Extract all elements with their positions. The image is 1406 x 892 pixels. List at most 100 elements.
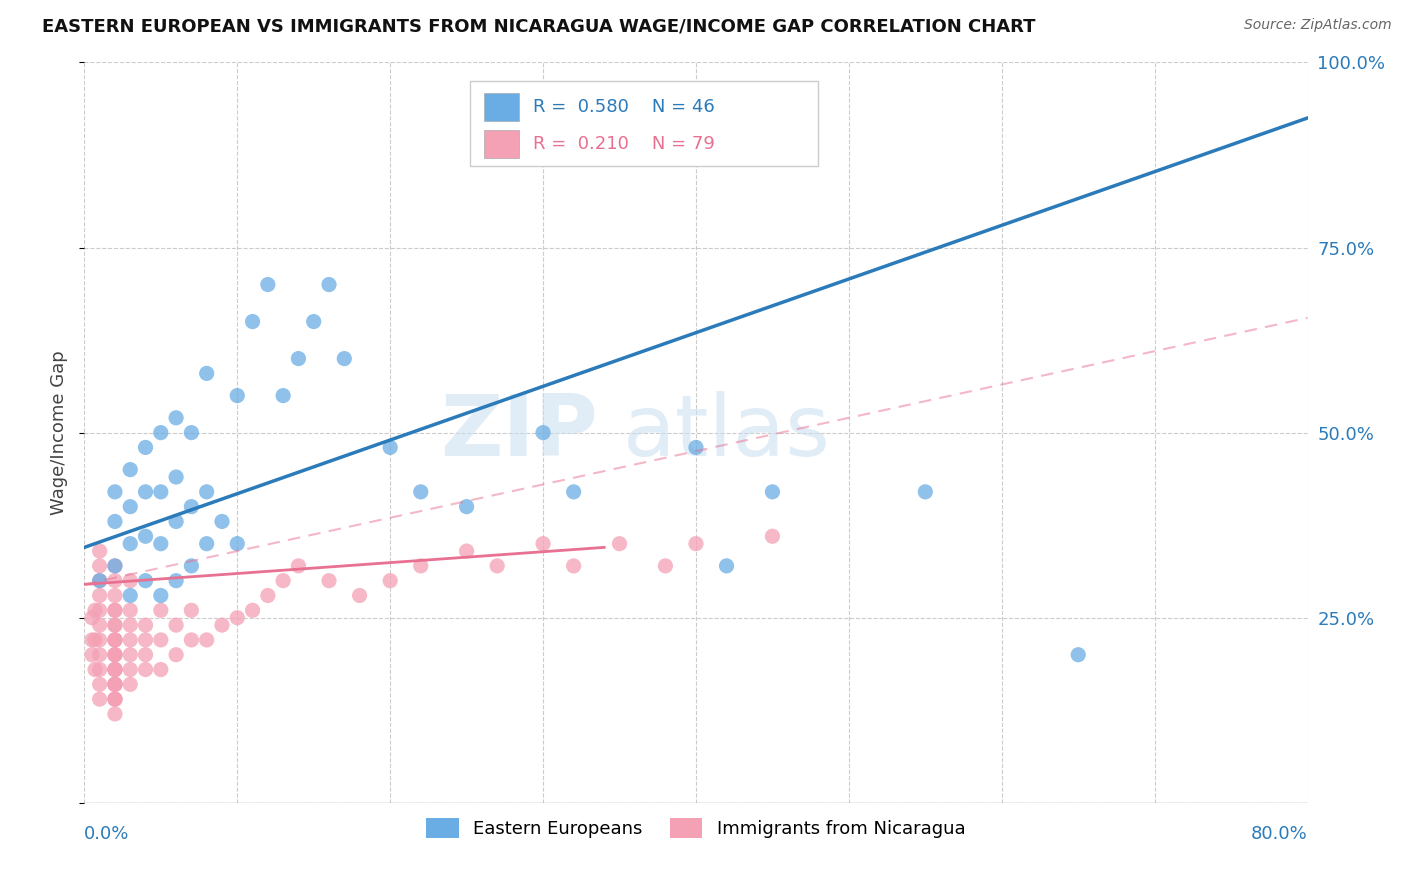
Point — [761, 529, 783, 543]
Point — [149, 589, 172, 603]
Text: R =  0.210    N = 79: R = 0.210 N = 79 — [533, 135, 716, 153]
Point — [84, 632, 107, 647]
Point — [104, 663, 127, 677]
Point — [531, 536, 554, 550]
Point — [180, 632, 202, 647]
Point — [149, 663, 172, 677]
Point — [1067, 648, 1090, 662]
Point — [226, 610, 249, 624]
Point — [149, 484, 172, 499]
Point — [104, 692, 127, 706]
Point — [120, 603, 142, 617]
Point — [165, 618, 187, 632]
Point — [104, 692, 127, 706]
Point — [149, 536, 172, 550]
Point — [104, 603, 127, 617]
Point — [226, 388, 249, 402]
Point — [89, 574, 111, 588]
Point — [104, 677, 127, 691]
Text: R =  0.580    N = 46: R = 0.580 N = 46 — [533, 98, 716, 116]
Point — [409, 484, 432, 499]
Point — [257, 589, 280, 603]
Point — [135, 618, 157, 632]
Point — [242, 603, 264, 617]
Point — [89, 663, 111, 677]
Point — [89, 558, 111, 573]
Point — [104, 558, 127, 573]
Point — [89, 618, 111, 632]
Point — [104, 648, 127, 662]
Point — [104, 574, 127, 588]
Point — [180, 500, 202, 514]
Point — [333, 351, 356, 366]
Point — [226, 536, 249, 550]
Point — [165, 574, 187, 588]
Text: 0.0%: 0.0% — [84, 825, 129, 843]
Point — [195, 536, 218, 550]
Point — [685, 441, 707, 455]
Point — [120, 648, 142, 662]
Point — [135, 574, 157, 588]
Point — [165, 515, 187, 529]
Point — [89, 544, 111, 558]
Point — [456, 500, 478, 514]
Point — [271, 388, 294, 402]
Point — [609, 536, 631, 550]
Point — [80, 632, 103, 647]
Point — [104, 603, 127, 617]
Point — [84, 663, 107, 677]
Point — [89, 574, 111, 588]
Point — [120, 663, 142, 677]
Point — [211, 618, 233, 632]
Text: Source: ZipAtlas.com: Source: ZipAtlas.com — [1244, 18, 1392, 32]
Point — [195, 484, 218, 499]
Point — [409, 558, 432, 573]
Point — [135, 648, 157, 662]
Text: EASTERN EUROPEAN VS IMMIGRANTS FROM NICARAGUA WAGE/INCOME GAP CORRELATION CHART: EASTERN EUROPEAN VS IMMIGRANTS FROM NICA… — [42, 18, 1036, 36]
Point — [287, 558, 309, 573]
Point — [104, 484, 127, 499]
Point — [149, 632, 172, 647]
Point — [380, 441, 402, 455]
Point — [104, 632, 127, 647]
Text: 80.0%: 80.0% — [1251, 825, 1308, 843]
Point — [180, 603, 202, 617]
Point — [287, 351, 309, 366]
Point — [914, 484, 936, 499]
Point — [716, 558, 738, 573]
Point — [349, 589, 371, 603]
Point — [135, 632, 157, 647]
Point — [165, 648, 187, 662]
Point — [104, 589, 127, 603]
Point — [149, 425, 172, 440]
Point — [242, 314, 264, 328]
Point — [135, 529, 157, 543]
Point — [104, 648, 127, 662]
FancyBboxPatch shape — [470, 81, 818, 166]
Point — [380, 574, 402, 588]
Point — [257, 277, 280, 292]
Point — [104, 692, 127, 706]
Point — [104, 663, 127, 677]
Point — [104, 706, 127, 721]
Point — [135, 663, 157, 677]
Point — [654, 558, 676, 573]
Point — [211, 515, 233, 529]
Text: ZIP: ZIP — [440, 391, 598, 475]
Point — [562, 484, 585, 499]
Text: atlas: atlas — [623, 391, 831, 475]
Point — [165, 410, 187, 425]
Point — [104, 648, 127, 662]
Point — [318, 574, 340, 588]
Y-axis label: Wage/Income Gap: Wage/Income Gap — [51, 351, 69, 515]
Point — [89, 589, 111, 603]
Point — [89, 677, 111, 691]
Point — [562, 558, 585, 573]
Point — [685, 536, 707, 550]
Point — [84, 603, 107, 617]
Point — [135, 441, 157, 455]
Point — [104, 663, 127, 677]
Point — [165, 470, 187, 484]
Point — [89, 603, 111, 617]
Point — [456, 544, 478, 558]
